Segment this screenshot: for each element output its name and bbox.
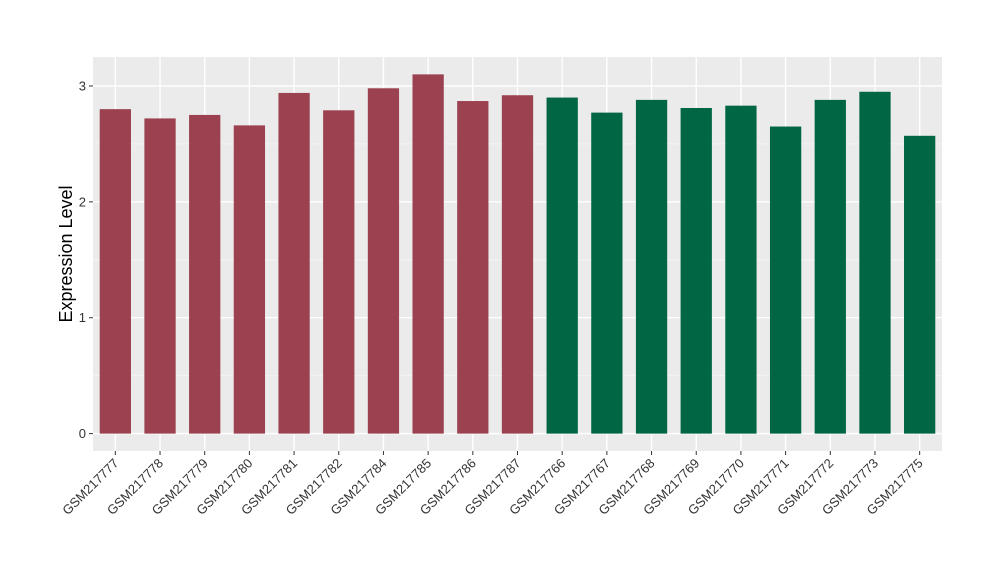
x-axis: GSM217777GSM217778GSM217779GSM217780GSM2… [59,451,926,518]
bar-GSM217785 [412,74,444,434]
bar-GSM217784 [367,88,400,434]
y-tick-label: 2 [79,194,86,209]
bar-GSM217768 [635,99,668,434]
bar-GSM217767 [591,112,623,434]
bar-GSM217781 [278,92,310,434]
bar-GSM217787 [501,95,534,434]
y-axis: 0 1 2 3 [79,78,93,441]
bar-GSM217770 [725,105,757,434]
y-tick-label: 0 [79,426,86,441]
bar-GSM217782 [323,110,355,434]
bar-GSM217778 [144,118,176,434]
y-tick-label: 1 [79,310,86,325]
y-axis-title: Expression Level [56,185,76,322]
bar-GSM217780 [233,125,266,434]
bar-GSM217773 [859,91,891,434]
bar-GSM217775 [904,135,936,434]
bar-GSM217777 [99,109,131,434]
bar-GSM217771 [769,126,802,434]
bar-GSM217769 [680,107,712,434]
bars [99,74,936,434]
bar-GSM217766 [546,97,578,434]
y-tick-label: 3 [79,78,86,93]
bar-GSM217779 [189,114,221,434]
bar-GSM217772 [814,99,846,434]
bar-GSM217786 [457,101,489,434]
